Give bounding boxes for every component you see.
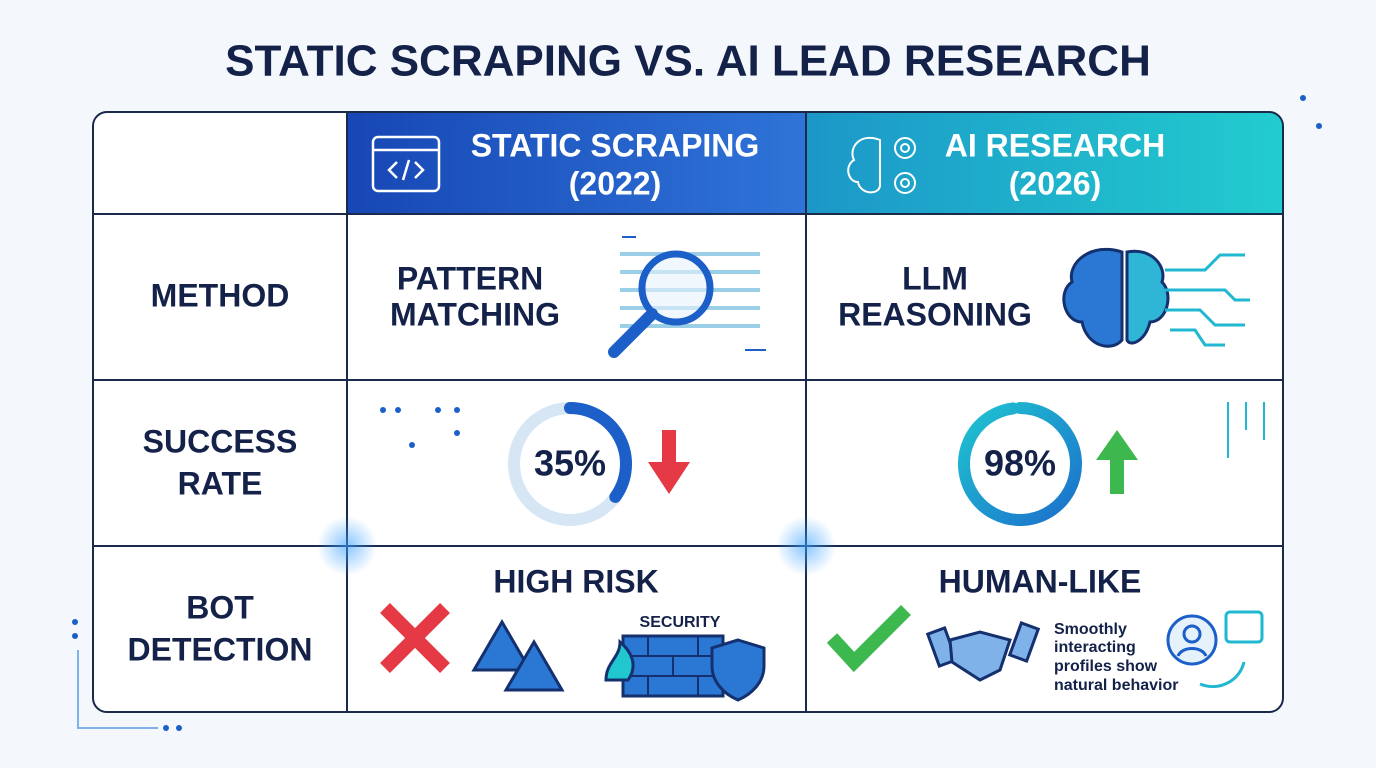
- down-arrow: [648, 430, 690, 494]
- glow: [776, 516, 836, 576]
- gauges: 35% 98%: [508, 402, 1082, 526]
- row-label: BOT: [186, 589, 254, 625]
- cell-text: HUMAN-LIKE: [939, 563, 1142, 599]
- decor: [72, 95, 1322, 731]
- table-bg: [93, 112, 1283, 712]
- column-subtitle: (2022): [569, 165, 662, 201]
- column-title: STATIC SCRAPING: [471, 127, 760, 163]
- glow: [317, 516, 377, 576]
- note: natural behavior: [1054, 677, 1178, 694]
- header-ai: [806, 112, 1283, 214]
- row-label: RATE: [178, 465, 263, 501]
- check-icon: [826, 605, 911, 673]
- brain-gear-icon: [847, 137, 916, 194]
- row-label: METHOD: [151, 277, 290, 313]
- column-subtitle: (2026): [1009, 165, 1102, 201]
- cell-text: LLM: [902, 260, 968, 296]
- cell-text: REASONING: [838, 296, 1032, 332]
- up-arrow: [1096, 430, 1138, 494]
- lines: [1227, 402, 1265, 458]
- row-label: DETECTION: [128, 631, 313, 667]
- title: STATIC SCRAPING VS. AI LEAD RESEARCH: [225, 37, 1151, 86]
- cell-text: MATCHING: [390, 296, 560, 332]
- handshake-icon: [925, 621, 1041, 682]
- badge: SECURITY: [640, 614, 721, 631]
- header-static: [347, 112, 806, 214]
- gauge-label: 35%: [534, 443, 606, 484]
- brain-icon: [1062, 247, 1250, 348]
- row-label: SUCCESS: [143, 423, 298, 459]
- note: interacting: [1054, 639, 1136, 656]
- gauge-arc: [564, 402, 632, 503]
- warning-icon: [471, 619, 565, 692]
- cell-text: PATTERN: [397, 260, 543, 296]
- note: Smoothly: [1054, 621, 1127, 638]
- gauge-arc: [958, 402, 1082, 526]
- code-icon: [371, 135, 441, 193]
- decor-line: [77, 650, 158, 729]
- dots: [380, 407, 460, 448]
- note: profiles show: [1054, 658, 1158, 675]
- profile-icon: [1166, 610, 1264, 688]
- grid: [92, 111, 1284, 713]
- column-title: AI RESEARCH: [945, 127, 1165, 163]
- magnifier-icon: [608, 236, 766, 358]
- gauge-label: 98%: [984, 443, 1056, 484]
- x-icon: [380, 603, 450, 673]
- firewall-icon: [604, 634, 766, 702]
- cell-text: HIGH RISK: [493, 563, 658, 599]
